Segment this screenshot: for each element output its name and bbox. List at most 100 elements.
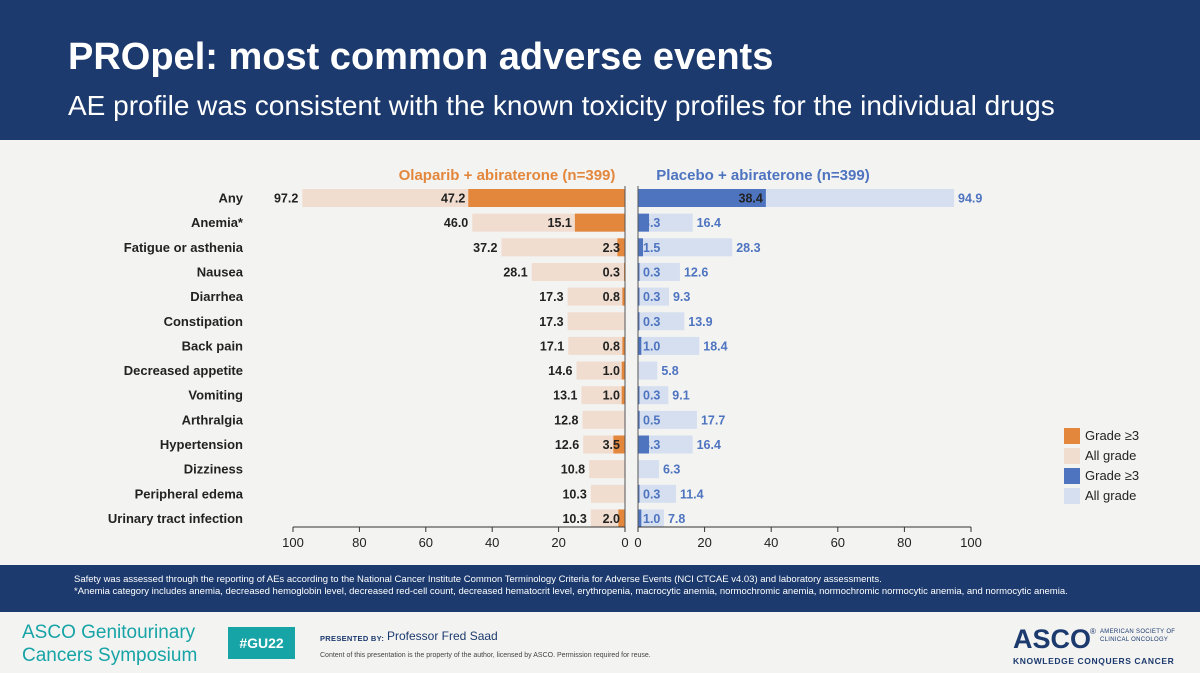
- data-label-placebo-all-grade: 6.3: [663, 463, 680, 477]
- slide-footer: [0, 612, 1200, 673]
- bar-olaparib-all-grade: [501, 238, 625, 257]
- category-label: Decreased appetite: [124, 363, 243, 378]
- bar-placebo-all-grade: [638, 484, 676, 503]
- footnote-band: Safety was assessed through the reportin…: [0, 565, 1200, 612]
- registered-mark: ®: [1090, 627, 1096, 636]
- bar-placebo-grade3: [638, 484, 640, 503]
- data-label-olaparib-all-grade: 17.3: [539, 315, 563, 329]
- data-label-olaparib-all-grade: 14.6: [548, 364, 572, 378]
- data-label-placebo-all-grade: 9.1: [672, 389, 689, 403]
- data-label-olaparib-all-grade: 17.3: [539, 290, 563, 304]
- bar-placebo-all-grade: [638, 509, 664, 528]
- tick-label-placebo: 60: [831, 535, 845, 550]
- bar-olaparib-grade3: [617, 238, 625, 257]
- category-label: Constipation: [164, 314, 243, 329]
- legend-item-pla-all: All grade: [1064, 487, 1194, 507]
- presenter-name: Professor Fred Saad: [387, 629, 498, 643]
- tick-label-olaparib: 40: [485, 535, 499, 550]
- tick-label-olaparib: 80: [352, 535, 366, 550]
- data-label-placebo-grade3: 0.3: [643, 315, 660, 329]
- category-label: Back pain: [182, 338, 243, 353]
- bar-placebo-grade3: [638, 435, 649, 454]
- bar-olaparib-grade3: [621, 361, 625, 380]
- data-label-placebo-grade3: 1.0: [643, 339, 660, 353]
- data-label-olaparib-all-grade: 97.2: [274, 192, 298, 206]
- legend-label: Grade ≥3: [1085, 428, 1140, 443]
- data-label-placebo-all-grade: 16.4: [697, 438, 721, 452]
- adverse-events-chart: Olaparib + abiraterone (n=399) Placebo + …: [0, 140, 1200, 565]
- tick-label-olaparib: 100: [282, 535, 304, 550]
- data-label-olaparib-grade3: 1.0: [603, 364, 620, 378]
- data-label-placebo-grade3: 0.5: [643, 413, 660, 427]
- bar-olaparib-all-grade: [581, 386, 625, 405]
- footnote-anemia: *Anemia category includes anemia, decrea…: [74, 586, 1068, 597]
- slide-title: PROpel: most common adverse events: [68, 36, 774, 78]
- data-label-olaparib-all-grade: 10.3: [562, 512, 586, 526]
- bar-placebo-grade3: [638, 386, 640, 405]
- data-label-placebo-grade3: 38.4: [739, 192, 763, 206]
- tick-label-olaparib: 20: [551, 535, 565, 550]
- bar-olaparib-grade3: [621, 386, 625, 405]
- category-label: Urinary tract infection: [108, 511, 243, 526]
- data-label-olaparib-grade3: 2.0: [603, 512, 620, 526]
- bar-olaparib-all-grade: [567, 312, 625, 331]
- bar-olaparib-all-grade: [582, 410, 625, 429]
- data-label-olaparib-all-grade: 46.0: [444, 216, 468, 230]
- data-label-placebo-grade3: 1.0: [643, 512, 660, 526]
- slide-header: PROpel: most common adverse events AE pr…: [0, 0, 1200, 140]
- bar-placebo-all-grade: [638, 386, 669, 405]
- data-label-placebo-all-grade: 9.3: [673, 290, 690, 304]
- tick-label-placebo: 20: [697, 535, 711, 550]
- bar-olaparib-grade3: [622, 336, 625, 355]
- data-label-placebo-all-grade: 5.8: [661, 364, 678, 378]
- category-label: Fatigue or asthenia: [124, 240, 244, 255]
- category-label: Nausea: [197, 264, 244, 279]
- bar-placebo-all-grade: [638, 262, 680, 281]
- legend-item-ola-all: All grade: [1064, 447, 1194, 467]
- legend-label: All grade: [1085, 448, 1137, 463]
- legend-swatch: [1064, 428, 1080, 444]
- bar-placebo-all-grade: [638, 238, 733, 257]
- data-label-olaparib-all-grade: 13.1: [553, 389, 577, 403]
- category-label: Vomiting: [188, 388, 243, 403]
- category-label: Diarrhea: [190, 289, 244, 304]
- conference-name-line1: ASCO Genitourinary: [22, 622, 196, 643]
- bar-olaparib-all-grade: [568, 336, 625, 355]
- data-label-placebo-grade3: 1.5: [643, 241, 660, 255]
- category-label: Hypertension: [160, 437, 243, 452]
- data-label-placebo-all-grade: 16.4: [697, 216, 721, 230]
- hashtag-badge: #GU22: [228, 627, 295, 659]
- data-label-placebo-all-grade: 28.3: [736, 241, 760, 255]
- data-label-olaparib-all-grade: 37.2: [473, 241, 497, 255]
- bar-placebo-all-grade: [638, 460, 659, 479]
- bar-placebo-grade3: [638, 336, 642, 355]
- tick-label-placebo: 100: [960, 535, 982, 550]
- bar-placebo-grade3: [638, 213, 649, 232]
- data-label-olaparib-grade3: 47.2: [441, 192, 465, 206]
- data-label-olaparib-grade3: 0.3: [603, 265, 620, 279]
- bar-placebo-all-grade: [638, 312, 685, 331]
- bar-placebo-grade3: [638, 238, 643, 257]
- data-label-placebo-grade3: 0.3: [643, 487, 660, 501]
- bar-placebo-all-grade: [638, 336, 700, 355]
- bar-placebo-all-grade: [638, 287, 669, 306]
- panel-title-olaparib: Olaparib + abiraterone (n=399): [399, 167, 616, 184]
- asco-tagline: KNOWLEDGE CONQUERS CANCER: [1013, 656, 1175, 666]
- tick-label-placebo: 80: [897, 535, 911, 550]
- bar-placebo-grade3: [638, 189, 766, 207]
- data-label-olaparib-grade3: 0.8: [603, 339, 620, 353]
- bar-olaparib-grade3: [574, 213, 625, 232]
- bar-placebo-grade3: [638, 287, 640, 306]
- bar-olaparib-all-grade: [576, 361, 625, 380]
- asco-org-name-line2: CLINICAL ONCOLOGY: [1100, 637, 1169, 643]
- legend-swatch: [1064, 468, 1080, 484]
- conference-name-line2: Cancers Symposium: [22, 645, 198, 666]
- butterfly-bar-chart: Olaparib + abiraterone (n=399) Placebo + …: [108, 167, 982, 550]
- data-label-placebo-all-grade: 94.9: [958, 192, 982, 206]
- data-label-olaparib-all-grade: 28.1: [503, 265, 527, 279]
- bar-placebo-grade3: [638, 509, 642, 528]
- data-label-placebo-all-grade: 17.7: [701, 413, 725, 427]
- bar-placebo-all-grade: [638, 361, 658, 380]
- data-label-placebo-all-grade: 18.4: [703, 339, 727, 353]
- data-label-olaparib-all-grade: 17.1: [540, 339, 564, 353]
